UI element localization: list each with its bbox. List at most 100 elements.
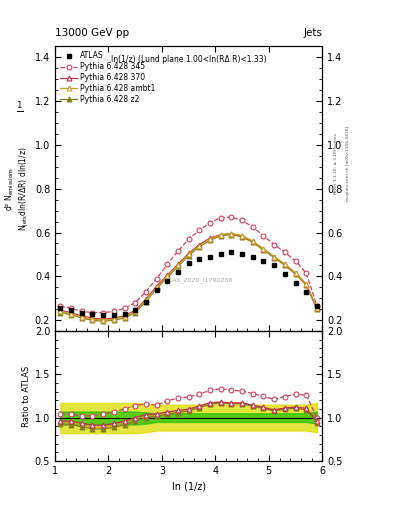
Pythia 6.428 370 bbox=[101, 316, 105, 322]
Pythia 6.428 370 bbox=[69, 309, 73, 315]
ATLAS bbox=[304, 289, 309, 295]
Pythia 6.428 370 bbox=[186, 250, 191, 257]
Pythia 6.428 ambt1 bbox=[293, 270, 298, 276]
Pythia 6.428 z2 bbox=[186, 252, 191, 259]
Pythia 6.428 370 bbox=[176, 261, 180, 267]
Pythia 6.428 345 bbox=[293, 258, 298, 264]
Text: $\frac{1}{\ }$: $\frac{1}{\ }$ bbox=[17, 102, 24, 115]
Pythia 6.428 345 bbox=[272, 242, 277, 248]
Pythia 6.428 345 bbox=[112, 308, 116, 314]
ATLAS bbox=[219, 251, 223, 258]
ATLAS bbox=[240, 251, 244, 258]
Pythia 6.428 z2 bbox=[165, 274, 170, 281]
Pythia 6.428 ambt1 bbox=[154, 284, 159, 290]
Pythia 6.428 z2 bbox=[293, 271, 298, 278]
Pythia 6.428 370 bbox=[240, 233, 244, 239]
ATLAS bbox=[154, 286, 159, 292]
ATLAS bbox=[143, 298, 148, 305]
Line: Pythia 6.428 ambt1: Pythia 6.428 ambt1 bbox=[58, 231, 320, 323]
Pythia 6.428 z2 bbox=[304, 282, 309, 288]
Pythia 6.428 ambt1 bbox=[143, 297, 148, 304]
Pythia 6.428 z2 bbox=[272, 254, 277, 261]
Pythia 6.428 370 bbox=[58, 307, 63, 313]
Pythia 6.428 ambt1 bbox=[219, 231, 223, 238]
Pythia 6.428 345 bbox=[229, 214, 234, 220]
Pythia 6.428 345 bbox=[304, 270, 309, 276]
Pythia 6.428 z2 bbox=[154, 285, 159, 291]
Pythia 6.428 z2 bbox=[283, 262, 287, 268]
Line: ATLAS: ATLAS bbox=[58, 250, 320, 317]
Pythia 6.428 370 bbox=[79, 313, 84, 319]
Pythia 6.428 z2 bbox=[197, 244, 202, 250]
ATLAS bbox=[122, 311, 127, 317]
Pythia 6.428 370 bbox=[250, 238, 255, 244]
Pythia 6.428 z2 bbox=[314, 306, 319, 312]
ATLAS bbox=[272, 262, 277, 268]
Pythia 6.428 ambt1 bbox=[90, 316, 95, 322]
Pythia 6.428 ambt1 bbox=[283, 261, 287, 267]
ATLAS bbox=[90, 311, 95, 317]
Pythia 6.428 z2 bbox=[143, 298, 148, 305]
Pythia 6.428 370 bbox=[112, 315, 116, 321]
ATLAS bbox=[261, 258, 266, 264]
Pythia 6.428 ambt1 bbox=[69, 311, 73, 317]
Pythia 6.428 ambt1 bbox=[122, 314, 127, 320]
ATLAS bbox=[197, 256, 202, 262]
Pythia 6.428 z2 bbox=[101, 318, 105, 325]
Pythia 6.428 ambt1 bbox=[112, 316, 116, 322]
Pythia 6.428 z2 bbox=[176, 264, 180, 270]
Pythia 6.428 345 bbox=[69, 305, 73, 311]
Pythia 6.428 345 bbox=[90, 309, 95, 315]
Pythia 6.428 345 bbox=[283, 249, 287, 255]
Pythia 6.428 370 bbox=[229, 230, 234, 237]
Text: ln(1/z) (Lund plane 1.00<ln(RΔ R)<1.33): ln(1/z) (Lund plane 1.00<ln(RΔ R)<1.33) bbox=[111, 55, 266, 63]
ATLAS bbox=[133, 307, 138, 313]
Pythia 6.428 ambt1 bbox=[229, 230, 234, 237]
Pythia 6.428 345 bbox=[186, 236, 191, 242]
Pythia 6.428 ambt1 bbox=[197, 243, 202, 249]
Y-axis label: d² N$_\mathrm{emissions}$
N$_\mathrm{jets}$dln(R/ΔR) dln(1/z): d² N$_\mathrm{emissions}$ N$_\mathrm{jet… bbox=[3, 146, 31, 231]
Pythia 6.428 z2 bbox=[69, 312, 73, 318]
Text: mcplots.cern.ch [arXiv:1306.3436]: mcplots.cern.ch [arXiv:1306.3436] bbox=[346, 126, 350, 201]
Pythia 6.428 ambt1 bbox=[133, 308, 138, 314]
Pythia 6.428 345 bbox=[240, 218, 244, 224]
Pythia 6.428 345 bbox=[197, 227, 202, 233]
Pythia 6.428 345 bbox=[122, 305, 127, 311]
ATLAS bbox=[176, 269, 180, 275]
Pythia 6.428 ambt1 bbox=[314, 305, 319, 311]
Pythia 6.428 345 bbox=[219, 215, 223, 221]
Y-axis label: Ratio to ATLAS: Ratio to ATLAS bbox=[22, 366, 31, 426]
Legend: ATLAS, Pythia 6.428 345, Pythia 6.428 370, Pythia 6.428 ambt1, Pythia 6.428 z2: ATLAS, Pythia 6.428 345, Pythia 6.428 37… bbox=[58, 49, 158, 106]
Pythia 6.428 ambt1 bbox=[186, 251, 191, 258]
Pythia 6.428 z2 bbox=[79, 315, 84, 321]
Text: Jets: Jets bbox=[303, 28, 322, 38]
Pythia 6.428 345 bbox=[133, 300, 138, 306]
Pythia 6.428 z2 bbox=[133, 309, 138, 315]
Pythia 6.428 ambt1 bbox=[272, 253, 277, 260]
ATLAS bbox=[293, 280, 298, 286]
Pythia 6.428 z2 bbox=[229, 231, 234, 238]
Pythia 6.428 z2 bbox=[261, 247, 266, 253]
ATLAS bbox=[101, 312, 105, 318]
Pythia 6.428 ambt1 bbox=[176, 262, 180, 268]
Pythia 6.428 z2 bbox=[208, 237, 212, 243]
Pythia 6.428 345 bbox=[165, 261, 170, 267]
Pythia 6.428 345 bbox=[154, 275, 159, 282]
ATLAS bbox=[208, 253, 212, 260]
Pythia 6.428 ambt1 bbox=[261, 246, 266, 252]
Pythia 6.428 370 bbox=[272, 253, 277, 260]
Text: ATLAS_2020_I1790256: ATLAS_2020_I1790256 bbox=[161, 277, 232, 283]
Pythia 6.428 z2 bbox=[58, 309, 63, 315]
Pythia 6.428 370 bbox=[165, 272, 170, 279]
Pythia 6.428 z2 bbox=[250, 239, 255, 245]
Line: Pythia 6.428 370: Pythia 6.428 370 bbox=[58, 231, 320, 322]
Pythia 6.428 ambt1 bbox=[208, 236, 212, 242]
Pythia 6.428 z2 bbox=[122, 315, 127, 321]
ATLAS bbox=[250, 253, 255, 260]
Pythia 6.428 ambt1 bbox=[240, 233, 244, 239]
Pythia 6.428 ambt1 bbox=[165, 273, 170, 280]
Pythia 6.428 345 bbox=[250, 224, 255, 230]
Pythia 6.428 ambt1 bbox=[79, 314, 84, 320]
Pythia 6.428 370 bbox=[219, 231, 223, 238]
X-axis label: ln (1/z): ln (1/z) bbox=[172, 481, 206, 491]
